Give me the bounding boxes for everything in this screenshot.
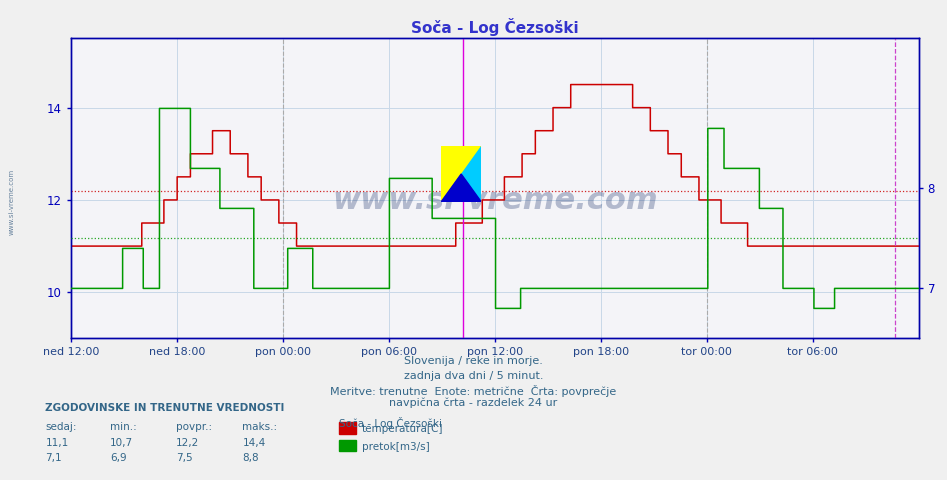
Title: Soča - Log Čezsoški: Soča - Log Čezsoški (411, 18, 579, 36)
Polygon shape (441, 146, 481, 202)
Text: 11,1: 11,1 (45, 438, 69, 448)
Text: Meritve: trenutne  Enote: metrične  Črta: povprečje: Meritve: trenutne Enote: metrične Črta: … (331, 385, 616, 397)
Text: zadnja dva dni / 5 minut.: zadnja dva dni / 5 minut. (403, 371, 544, 381)
Polygon shape (441, 146, 481, 202)
Text: 12,2: 12,2 (176, 438, 200, 448)
Text: Soča - Log Čezsoški: Soča - Log Čezsoški (339, 417, 442, 429)
Text: navpična črta - razdelek 24 ur: navpična črta - razdelek 24 ur (389, 397, 558, 408)
Text: min.:: min.: (110, 422, 136, 432)
Text: 14,4: 14,4 (242, 438, 266, 448)
Text: 7,5: 7,5 (176, 453, 193, 463)
Text: www.si-vreme.com: www.si-vreme.com (332, 186, 657, 215)
Text: ZGODOVINSKE IN TRENUTNE VREDNOSTI: ZGODOVINSKE IN TRENUTNE VREDNOSTI (45, 403, 285, 413)
Text: temperatura[C]: temperatura[C] (362, 424, 443, 434)
Text: povpr.:: povpr.: (176, 422, 212, 432)
Text: www.si-vreme.com: www.si-vreme.com (9, 168, 14, 235)
Text: 10,7: 10,7 (110, 438, 133, 448)
Text: 6,9: 6,9 (110, 453, 127, 463)
Text: maks.:: maks.: (242, 422, 277, 432)
Text: pretok[m3/s]: pretok[m3/s] (362, 442, 430, 452)
Text: 7,1: 7,1 (45, 453, 63, 463)
Text: Slovenija / reke in morje.: Slovenija / reke in morje. (404, 356, 543, 366)
Text: sedaj:: sedaj: (45, 422, 77, 432)
Polygon shape (441, 174, 481, 202)
Text: 8,8: 8,8 (242, 453, 259, 463)
